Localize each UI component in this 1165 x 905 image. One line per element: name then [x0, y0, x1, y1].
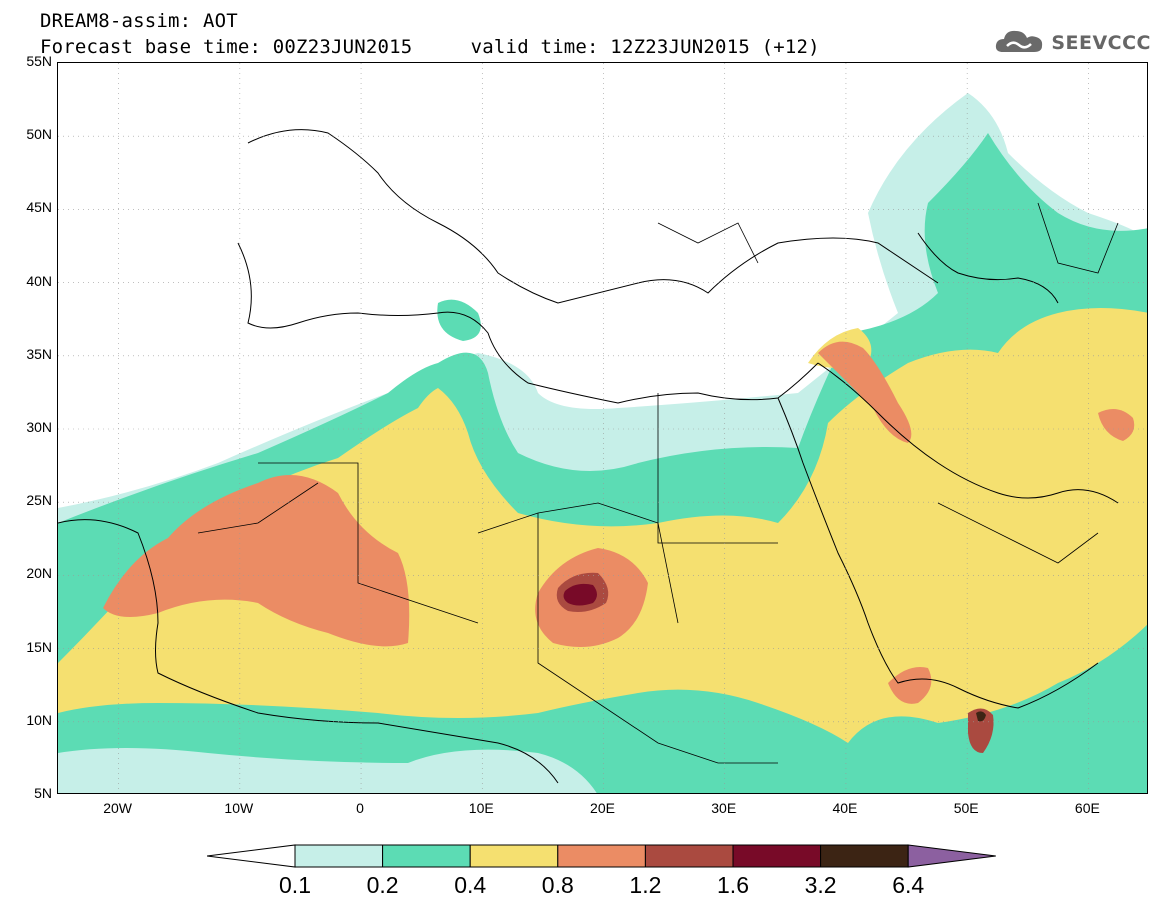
colorbar-label: 0.2: [366, 872, 399, 898]
lon-label: 30E: [711, 800, 737, 816]
colorbar-label: 6.4: [892, 872, 925, 898]
lon-label: 20E: [590, 800, 615, 816]
lat-label: 10N: [26, 711, 52, 728]
coastlines: [58, 129, 1119, 784]
lon-label: 10W: [224, 800, 254, 816]
colorbar-swatch: [820, 844, 909, 868]
lat-label: 20N: [26, 565, 52, 582]
colorbar-swatch: [557, 844, 646, 868]
lat-label: 15N: [26, 638, 52, 655]
lon-label: 40E: [832, 800, 858, 816]
colorbar-label: 0.4: [454, 872, 487, 898]
colorbar: [207, 844, 996, 868]
forecast-time-line: Forecast base time: 00Z23JUN2015 valid t…: [40, 36, 820, 58]
lat-label: 45N: [26, 199, 52, 216]
logo-text: SEEVCCC: [1051, 32, 1151, 54]
aot-band-1.6: [563, 583, 597, 606]
colorbar-swatch: [382, 844, 471, 868]
colorbar-label: 1.2: [629, 872, 662, 898]
colorbar-under-arrow: [207, 844, 296, 868]
cloud-icon: [993, 26, 1047, 60]
lat-label: 40N: [26, 272, 52, 289]
seevccc-logo: SEEVCCC: [993, 26, 1151, 60]
country-borders: [197, 202, 1119, 764]
lat-label: 30N: [26, 419, 52, 435]
lon-label: 0: [356, 800, 364, 816]
colorbar-label: 0.8: [541, 872, 574, 898]
lon-label: 10E: [468, 800, 494, 816]
colorbar-label: 1.6: [717, 872, 749, 898]
lat-label: 55N: [26, 53, 52, 69]
lat-label: 5N: [34, 785, 52, 801]
colorbar-swatch: [294, 844, 384, 868]
lon-label: 20W: [103, 800, 133, 816]
aot-map: [57, 62, 1148, 794]
colorbar-swatch: [732, 844, 822, 868]
colorbar-label: 3.2: [804, 872, 837, 898]
graticule: [58, 63, 1147, 793]
lat-label: 35N: [26, 345, 52, 362]
colorbar-swatch: [469, 844, 559, 868]
map-title: DREAM8-assim: AOT: [40, 10, 238, 32]
lat-label: 25N: [26, 492, 52, 509]
lon-label: 50E: [953, 800, 979, 816]
colorbar-swatch: [644, 844, 734, 868]
lat-label: 50N: [26, 126, 52, 143]
colorbar-over-arrow: [907, 844, 996, 868]
lon-label: 60E: [1074, 800, 1100, 816]
aot-band-3.2: [976, 711, 986, 722]
map-canvas: [58, 63, 1147, 793]
colorbar-label: 0.1: [279, 872, 311, 898]
